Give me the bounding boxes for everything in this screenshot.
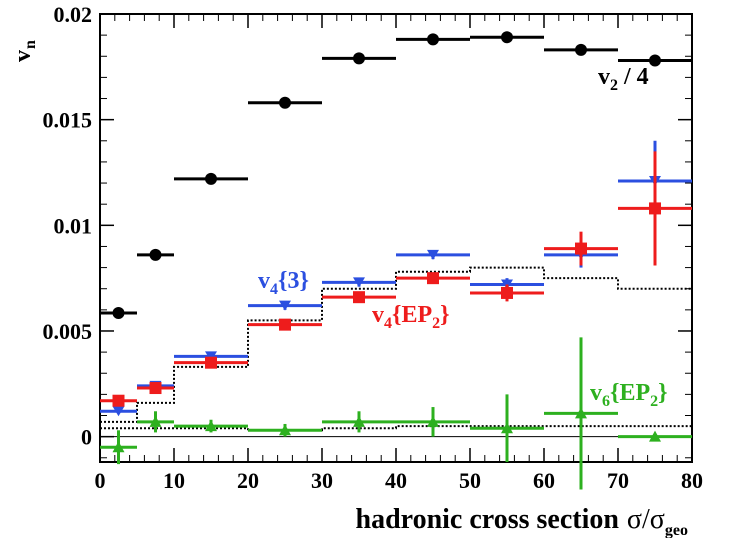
dotted-histogram-upper bbox=[100, 266, 692, 423]
series-label-v6-ep2: v6{EP2} bbox=[590, 380, 668, 410]
x-tick-label: 30 bbox=[311, 468, 333, 493]
data-point-v6-ep2 bbox=[575, 407, 587, 419]
data-point-v2 bbox=[112, 307, 125, 320]
data-point-v6-ep2 bbox=[353, 415, 365, 427]
data-point-v4-ep2 bbox=[353, 291, 365, 304]
x-tick-label: 70 bbox=[607, 468, 629, 493]
data-point-v4-ep2 bbox=[279, 318, 291, 331]
data-point-v6-ep2 bbox=[112, 441, 125, 453]
data-point-v4-ep2 bbox=[427, 272, 439, 285]
data-point-v6-ep2 bbox=[649, 430, 661, 442]
data-point-v4-3 bbox=[427, 249, 439, 260]
y-tick-label: 0.005 bbox=[43, 319, 93, 344]
data-point-v4-3 bbox=[279, 300, 291, 311]
y-tick-label: 0 bbox=[81, 425, 92, 450]
data-point-v4-ep2 bbox=[501, 286, 513, 299]
series-label-v4-ep2: v4{EP2} bbox=[372, 302, 450, 332]
data-point-v6-ep2 bbox=[205, 420, 217, 432]
data-point-v2 bbox=[427, 33, 439, 46]
x-axis-label: hadronic cross section σ/σgeo bbox=[356, 504, 689, 538]
data-point-v2 bbox=[205, 172, 217, 185]
x-tick-label: 0 bbox=[95, 468, 106, 493]
data-point-v4-ep2 bbox=[649, 202, 661, 215]
x-tick-label: 60 bbox=[533, 468, 555, 493]
series-label-v2: v2 / 4 bbox=[598, 64, 649, 94]
data-point-v2 bbox=[279, 96, 291, 109]
series-label-v4-3: v4{3} bbox=[258, 268, 309, 298]
data-point-v4-3 bbox=[112, 406, 125, 417]
x-tick-label: 80 bbox=[681, 468, 703, 493]
data-point-v4-ep2 bbox=[205, 356, 217, 369]
data-point-v2 bbox=[501, 31, 513, 44]
dotted-histogram-lower bbox=[100, 425, 692, 432]
data-point-v4-ep2 bbox=[575, 242, 587, 255]
x-tick-label: 10 bbox=[163, 468, 185, 493]
data-point-v4-3 bbox=[205, 351, 217, 362]
y-tick-label: 0.015 bbox=[43, 108, 93, 133]
data-point-v6-ep2 bbox=[501, 422, 513, 434]
data-point-v6-ep2 bbox=[149, 415, 162, 427]
data-point-v2 bbox=[575, 43, 587, 56]
data-point-v4-3 bbox=[353, 277, 365, 288]
data-point-v2 bbox=[149, 248, 162, 261]
data-point-v4-ep2 bbox=[149, 382, 162, 395]
x-tick-label: 40 bbox=[385, 468, 407, 493]
data-point-v4-ep2 bbox=[112, 394, 125, 407]
x-tick-label: 50 bbox=[459, 468, 481, 493]
y-tick-label: 0.01 bbox=[54, 213, 93, 238]
data-point-v2 bbox=[649, 54, 661, 67]
y-axis-label: vn bbox=[10, 40, 39, 62]
data-point-v6-ep2 bbox=[427, 415, 439, 427]
x-tick-label: 20 bbox=[237, 468, 259, 493]
data-point-v6-ep2 bbox=[279, 424, 291, 436]
y-tick-label: 0.02 bbox=[54, 2, 93, 27]
data-point-v2 bbox=[353, 52, 365, 65]
